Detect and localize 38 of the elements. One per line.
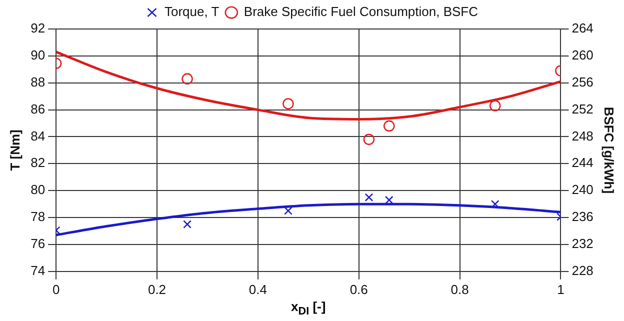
- x-tick-label: 0.8: [450, 282, 469, 297]
- x-tick-label: 1: [557, 282, 564, 297]
- point: [363, 134, 375, 146]
- y2-tick-label: 236: [572, 209, 594, 224]
- y-tick-label: 86: [30, 101, 46, 116]
- y-tick-label: 82: [30, 155, 46, 170]
- y2-tick-label: 248: [572, 128, 594, 144]
- y2-axis-title: BSFC [g/kWh]: [602, 106, 617, 194]
- y2-tick-label: 244: [572, 155, 594, 170]
- y-tick-label: 74: [30, 262, 46, 278]
- y-tick-label: 88: [30, 74, 46, 90]
- legend-label: Torque, T: [164, 4, 220, 20]
- y-tick-label: 90: [30, 48, 46, 63]
- point: [284, 206, 292, 215]
- y2-tick-label: 240: [572, 182, 594, 198]
- point: [282, 98, 294, 110]
- y2-tick-label: 260: [572, 48, 594, 63]
- y-tick-label: 84: [30, 128, 46, 144]
- y-tick-label: 80: [30, 182, 46, 198]
- y-tick-label: 76: [30, 236, 46, 252]
- y2-tick-label: 232: [572, 236, 594, 252]
- point: [489, 100, 501, 112]
- y2-tick-label: 256: [572, 74, 594, 90]
- x-tick-label: 0: [52, 282, 60, 297]
- y-tick-label: 78: [30, 209, 46, 224]
- y2-tick-label: 252: [572, 101, 594, 116]
- legend-label: Brake Specific Fuel Consumption, BSFC: [244, 4, 478, 20]
- y2-tick-label: 228: [572, 262, 594, 278]
- y-tick-label: 92: [30, 20, 46, 36]
- x-tick-label: 0.6: [350, 282, 368, 297]
- y2-tick-label: 264: [572, 20, 594, 36]
- point: [364, 193, 374, 202]
- x-tick-label: 0.2: [148, 282, 166, 297]
- point: [383, 120, 395, 132]
- x-axis-title: x$_{DI}$ [-]: [291, 299, 326, 318]
- y-axis-title: T [Nm]: [7, 130, 22, 171]
- x-tick-label: 0.4: [248, 282, 267, 297]
- point: [183, 220, 192, 228]
